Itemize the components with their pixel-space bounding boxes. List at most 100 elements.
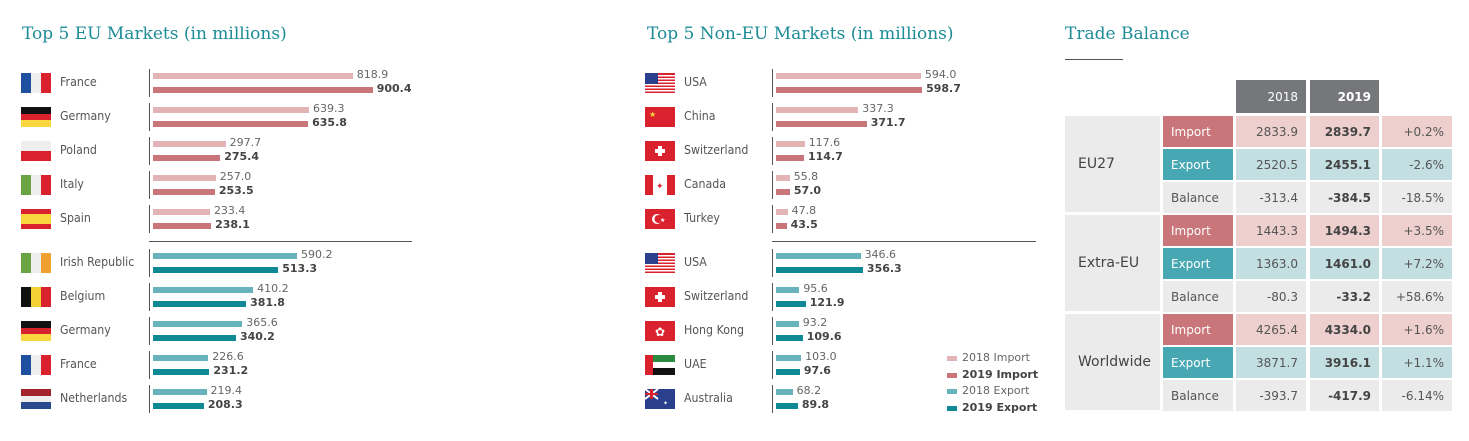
header-2019: 2019 <box>1310 80 1379 113</box>
legend-label: 2019 Import <box>962 368 1039 381</box>
legend-swatch <box>947 388 957 394</box>
title-underline <box>1065 59 1123 60</box>
flag-icon <box>21 287 51 307</box>
eu-markets-title: Top 5 EU Markets (in millions) <box>22 24 287 44</box>
value-label: 297.7 <box>229 136 262 149</box>
country-label: France <box>60 75 97 89</box>
svg-text:★: ★ <box>649 110 656 119</box>
bar-2019 <box>153 335 236 341</box>
bar-2019 <box>153 267 279 273</box>
export-row-switzerland: Switzerland 95.6 121.9 <box>0 280 1040 314</box>
value-2019: 2839.7 <box>1310 116 1379 147</box>
value-label: 233.4 <box>213 204 246 217</box>
value-label: 381.8 <box>250 296 285 309</box>
bar-axis <box>772 205 773 233</box>
value-2019: -417.9 <box>1310 380 1379 411</box>
bar-2019 <box>776 267 863 273</box>
bar-2018 <box>776 321 799 327</box>
change-percent: +3.5% <box>1382 215 1452 246</box>
export-row-france: France 226.6 231.2 <box>0 348 1040 382</box>
bar-2018 <box>776 287 800 293</box>
country-label: Canada <box>684 177 727 191</box>
bar-2018 <box>153 209 210 215</box>
svg-text:✿: ✿ <box>655 325 665 339</box>
value-label: 219.4 <box>210 384 243 397</box>
export-row-hong-kong: ✿ Hong Kong 93.2 109.6 <box>0 314 1040 348</box>
value-label: 43.5 <box>790 218 818 231</box>
row-label-balance: Balance <box>1163 380 1233 411</box>
header-2018: 2018 <box>1236 80 1306 113</box>
export-row-irish-republic: Irish Republic 590.2 513.3 <box>0 246 1040 280</box>
bar-axis <box>149 283 150 311</box>
non-eu-markets-title: Top 5 Non-EU Markets (in millions) <box>647 24 954 44</box>
bar-2018 <box>153 141 226 147</box>
value-label: 226.6 <box>212 350 244 363</box>
value-label: 818.9 <box>356 68 389 81</box>
change-percent: +1.6% <box>1382 314 1452 345</box>
bar-2019 <box>153 155 221 161</box>
legend-label: 2018 Export <box>962 384 1030 397</box>
value-label: 356.3 <box>866 262 902 275</box>
svg-text:✦: ✦ <box>663 400 668 407</box>
flag-icon <box>21 253 51 273</box>
country-label: China <box>684 109 716 123</box>
country-label: Switzerland <box>684 143 749 157</box>
flag-icon: ★ <box>645 107 675 127</box>
change-percent: +7.2% <box>1382 248 1452 279</box>
value-label: 410.2 <box>257 282 289 295</box>
country-label: USA <box>684 255 707 269</box>
export-row-belgium: Belgium 410.2 381.8 <box>0 280 1040 314</box>
bar-2018 <box>776 73 921 79</box>
flag-icon <box>21 107 51 127</box>
row-label-import: Import <box>1163 215 1233 246</box>
bar-2018 <box>153 175 216 181</box>
value-2018: -80.3 <box>1236 281 1306 312</box>
country-label: Netherlands <box>60 391 128 405</box>
value-label: 95.6 <box>803 282 828 295</box>
bar-2019 <box>776 155 804 161</box>
bar-2019 <box>776 301 806 307</box>
bar-2019 <box>153 223 212 229</box>
value-label: 340.2 <box>240 330 275 343</box>
value-2019: 3916.1 <box>1310 347 1379 378</box>
bar-axis <box>149 103 150 131</box>
bar-2019 <box>153 87 373 93</box>
export-row-usa: USA 346.6 356.3 <box>0 246 1040 280</box>
country-label: France <box>60 357 97 371</box>
value-label: 121.9 <box>809 296 845 309</box>
import-row-spain: Spain 233.4 238.1 <box>0 202 1040 236</box>
value-2018: 2520.5 <box>1236 149 1306 180</box>
value-label: 89.8 <box>801 398 830 411</box>
bar-axis <box>149 385 150 413</box>
change-percent: -6.14% <box>1382 380 1452 411</box>
flag-icon <box>21 141 51 161</box>
value-label: 639.3 <box>312 102 345 115</box>
change-percent: +1.1% <box>1382 347 1452 378</box>
value-label: 231.2 <box>213 364 249 377</box>
export-row-uae: UAE 103.0 97.6 <box>0 348 1040 382</box>
value-label: 257.0 <box>219 170 252 183</box>
import-row-germany: Germany 639.3 635.8 <box>0 100 1040 134</box>
bar-2018 <box>153 389 207 395</box>
bar-2018 <box>776 389 793 395</box>
country-label: Switzerland <box>684 289 749 303</box>
country-label: Germany <box>60 323 111 337</box>
export-row-germany: Germany 365.6 340.2 <box>0 314 1040 348</box>
legend-label: 2019 Export <box>962 401 1038 414</box>
country-label: Germany <box>60 109 111 123</box>
export-row-australia: ✦ Australia 68.2 89.8 <box>0 382 1040 416</box>
flag-icon <box>645 141 675 161</box>
trade-balance-title: Trade Balance <box>1065 24 1190 44</box>
bar-2018 <box>153 107 309 113</box>
flag-icon: ★ <box>645 209 675 229</box>
eu-divider <box>149 241 412 242</box>
value-label: 365.6 <box>246 316 278 329</box>
bar-axis <box>149 137 150 165</box>
bar-2019 <box>153 369 210 375</box>
country-label: Australia <box>684 391 733 405</box>
row-label-export: Export <box>1163 248 1233 279</box>
row-label-export: Export <box>1163 347 1233 378</box>
bar-2019 <box>776 403 798 409</box>
flag-icon <box>21 355 51 375</box>
country-label: Poland <box>60 143 97 157</box>
